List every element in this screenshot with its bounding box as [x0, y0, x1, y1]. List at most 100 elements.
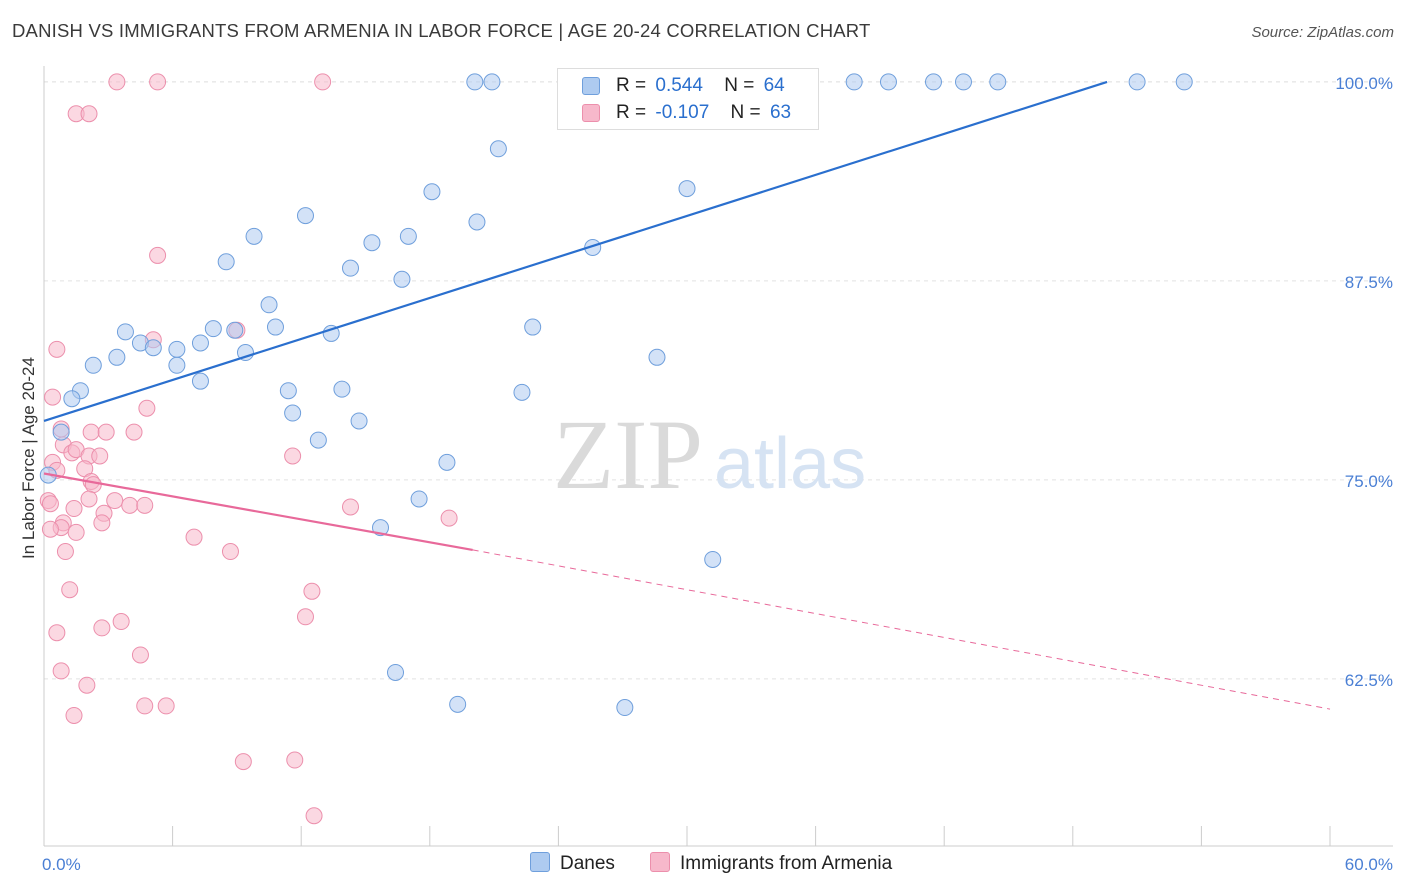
danes-points: [39, 73, 1193, 717]
armenia-point: [65, 500, 83, 518]
armenia-trend-extension: [472, 549, 1331, 710]
danes-point: [63, 390, 81, 408]
axes: [43, 66, 1393, 847]
armenia-legend-label: Immigrants from Armenia: [680, 853, 893, 874]
armenia-point: [108, 73, 126, 91]
watermark: ZIP atlas: [553, 399, 866, 510]
armenia-trend-line: [43, 472, 473, 552]
armenia-point: [440, 509, 458, 527]
armenia-point: [80, 105, 98, 123]
watermark-atlas: atlas: [714, 424, 866, 504]
danes-point: [616, 699, 634, 717]
danes-point: [168, 340, 186, 358]
danes-point: [226, 321, 244, 339]
danes-point: [279, 382, 297, 400]
legend-r-value: 0.544: [655, 75, 703, 96]
armenia-point: [296, 608, 314, 626]
armenia-point: [56, 543, 74, 561]
armenia-point: [136, 697, 154, 715]
armenia-point: [185, 528, 203, 546]
danes-point: [648, 348, 666, 366]
danes-point: [204, 320, 222, 338]
y-axis-label: In Labor Force | Age 20-24: [19, 357, 38, 559]
armenia-point: [303, 582, 321, 600]
legend-r-label: R =: [616, 102, 647, 123]
armenia-point: [131, 646, 149, 664]
armenia-point: [136, 496, 154, 514]
danes-point: [363, 234, 381, 252]
armenia-swatch: [582, 104, 600, 122]
armenia-point: [44, 388, 62, 406]
danes-point: [449, 695, 467, 713]
armenia-point: [78, 676, 96, 694]
y-tick-label: 75.0%: [1345, 472, 1393, 491]
danes-point: [489, 140, 507, 158]
danes-point: [1175, 73, 1193, 91]
armenia-point: [286, 751, 304, 769]
danes-point: [879, 73, 897, 91]
danes-trend-line: [43, 80, 1108, 423]
danes-point: [387, 663, 405, 681]
y-tick-label: 62.5%: [1345, 671, 1393, 690]
stats-legend: R = 0.544 N = 64 R = -0.107 N = 63: [557, 68, 819, 130]
armenia-point: [149, 73, 167, 91]
danes-point: [322, 324, 340, 342]
bottom-legend-danes: Danes: [530, 852, 615, 875]
armenia-point: [149, 246, 167, 264]
armenia-point: [106, 492, 124, 510]
chart-title: DANISH VS IMMIGRANTS FROM ARMENIA IN LAB…: [12, 20, 871, 41]
danes-point: [393, 270, 411, 288]
armenia-point: [84, 476, 102, 494]
danes-point: [266, 318, 284, 336]
armenia-point: [91, 447, 109, 465]
x-tick-label: 60.0%: [1345, 855, 1393, 874]
danes-point: [217, 253, 235, 271]
danes-swatch: [530, 852, 550, 872]
danes-point: [410, 490, 428, 508]
danes-point: [466, 73, 484, 91]
danes-point: [284, 404, 302, 422]
danes-point: [168, 356, 186, 374]
x-tick-label: 0.0%: [42, 855, 81, 874]
danes-point: [116, 323, 134, 341]
armenia-point: [93, 619, 111, 637]
armenia-point: [157, 697, 175, 715]
watermark-zip: ZIP: [553, 399, 703, 510]
armenia-point: [314, 73, 332, 91]
armenia-point: [80, 490, 98, 508]
source-label: Source: ZipAtlas.com: [1251, 24, 1394, 41]
danes-swatch: [582, 77, 600, 95]
armenia-point: [112, 613, 130, 631]
danes-point: [350, 412, 368, 430]
armenia-point: [234, 753, 252, 771]
armenia-point: [48, 624, 66, 642]
danes-point: [309, 431, 327, 449]
danes-point: [191, 334, 209, 352]
tick-labels: 100.0% 87.5% 75.0% 62.5% 0.0% 60.0%: [42, 74, 1393, 874]
danes-point: [144, 339, 162, 357]
legend-r-label: R =: [616, 75, 647, 96]
danes-point: [399, 227, 417, 245]
armenia-point: [284, 447, 302, 465]
armenia-point: [138, 399, 156, 417]
armenia-point: [121, 496, 139, 514]
danes-point: [245, 227, 263, 245]
danes-point: [372, 519, 390, 537]
danes-point: [191, 372, 209, 390]
armenia-point: [67, 523, 85, 541]
danes-point: [333, 380, 351, 398]
armenia-point: [341, 498, 359, 516]
danes-point: [954, 73, 972, 91]
legend-r-value: -0.107: [655, 102, 710, 123]
danes-point: [260, 296, 278, 314]
armenia-point: [41, 520, 59, 538]
y-tick-label: 100.0%: [1335, 74, 1393, 93]
armenia-point: [93, 514, 111, 532]
trend-lines: [43, 80, 1331, 710]
danes-point: [704, 550, 722, 568]
danes-point: [468, 213, 486, 231]
armenia-point: [97, 423, 115, 441]
danes-point: [438, 453, 456, 471]
armenia-points: [39, 73, 458, 825]
armenia-point: [41, 495, 59, 513]
